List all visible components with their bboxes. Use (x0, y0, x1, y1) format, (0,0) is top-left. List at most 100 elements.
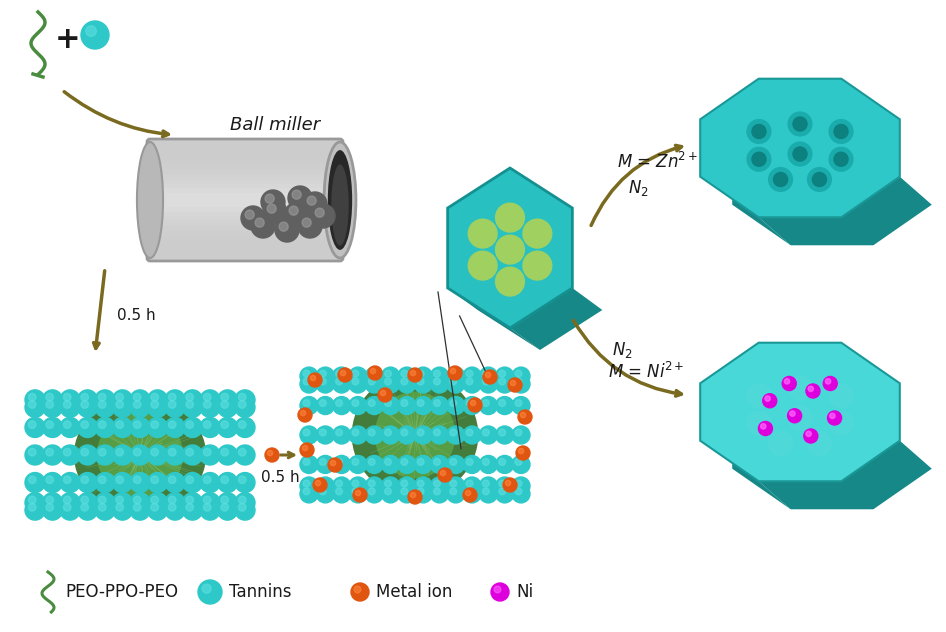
Circle shape (398, 456, 416, 473)
Circle shape (381, 485, 399, 503)
Circle shape (300, 456, 318, 473)
Circle shape (447, 375, 464, 393)
Circle shape (151, 448, 159, 456)
Circle shape (496, 456, 514, 473)
Circle shape (151, 421, 159, 428)
Circle shape (385, 480, 392, 487)
Circle shape (482, 480, 489, 487)
Circle shape (315, 480, 321, 486)
Circle shape (186, 504, 194, 511)
Circle shape (130, 500, 150, 520)
Text: 0.5 h: 0.5 h (261, 470, 299, 485)
Circle shape (466, 378, 473, 385)
Circle shape (186, 421, 194, 428)
Circle shape (300, 426, 318, 444)
Circle shape (203, 476, 211, 483)
Circle shape (78, 500, 97, 520)
Circle shape (302, 218, 311, 227)
Circle shape (385, 488, 392, 495)
Circle shape (401, 488, 408, 495)
Ellipse shape (375, 392, 455, 478)
Circle shape (482, 429, 489, 436)
Circle shape (398, 426, 416, 444)
Circle shape (46, 401, 54, 408)
Circle shape (63, 393, 71, 401)
Circle shape (333, 477, 351, 495)
Circle shape (28, 476, 36, 483)
Circle shape (341, 370, 345, 375)
Circle shape (28, 421, 36, 428)
Circle shape (203, 448, 211, 456)
Text: M = Ni$^{2+}$: M = Ni$^{2+}$ (608, 362, 684, 382)
Circle shape (512, 485, 530, 503)
Circle shape (333, 367, 351, 385)
Circle shape (464, 367, 482, 385)
Circle shape (288, 186, 312, 210)
Circle shape (414, 367, 432, 385)
Circle shape (285, 202, 309, 226)
Circle shape (63, 448, 71, 456)
Circle shape (761, 423, 766, 429)
Circle shape (788, 376, 812, 400)
Circle shape (46, 448, 54, 456)
Circle shape (385, 370, 392, 377)
Circle shape (808, 432, 832, 456)
Circle shape (808, 167, 832, 191)
Circle shape (60, 398, 80, 417)
FancyBboxPatch shape (151, 193, 339, 207)
Circle shape (496, 367, 514, 385)
Circle shape (747, 119, 771, 143)
Text: PEO-PPO-PEO: PEO-PPO-PEO (65, 583, 178, 601)
Circle shape (464, 426, 482, 444)
Circle shape (398, 375, 416, 393)
Circle shape (186, 393, 194, 401)
Circle shape (385, 429, 392, 436)
Circle shape (333, 456, 351, 473)
Circle shape (130, 418, 150, 437)
Circle shape (333, 375, 351, 393)
Circle shape (496, 267, 524, 296)
Circle shape (496, 426, 514, 444)
Circle shape (255, 218, 264, 227)
Circle shape (381, 477, 399, 495)
Circle shape (804, 429, 818, 443)
Circle shape (464, 477, 482, 495)
Circle shape (381, 426, 399, 444)
Circle shape (480, 426, 498, 444)
Circle shape (330, 460, 336, 466)
Circle shape (241, 206, 265, 230)
Circle shape (806, 431, 812, 437)
Circle shape (98, 401, 106, 408)
Circle shape (414, 396, 432, 415)
Circle shape (165, 473, 185, 492)
Circle shape (78, 445, 97, 465)
Circle shape (823, 377, 837, 391)
Circle shape (28, 496, 36, 504)
Circle shape (218, 500, 237, 520)
Circle shape (148, 390, 167, 410)
Circle shape (496, 235, 524, 264)
Circle shape (25, 390, 45, 410)
Circle shape (113, 500, 132, 520)
Circle shape (168, 421, 176, 428)
Circle shape (433, 378, 440, 385)
Circle shape (417, 458, 424, 465)
Circle shape (496, 477, 514, 495)
Circle shape (352, 458, 359, 465)
Circle shape (268, 451, 272, 456)
Circle shape (203, 393, 211, 401)
Circle shape (60, 473, 80, 492)
Circle shape (165, 390, 185, 410)
Circle shape (499, 378, 505, 385)
Circle shape (349, 396, 367, 415)
Circle shape (238, 448, 246, 456)
Circle shape (251, 214, 275, 238)
Circle shape (368, 458, 376, 465)
Circle shape (336, 480, 342, 487)
Circle shape (512, 426, 530, 444)
Circle shape (747, 147, 771, 171)
Circle shape (398, 367, 416, 385)
Circle shape (98, 448, 106, 456)
Circle shape (46, 421, 54, 428)
Circle shape (43, 418, 62, 437)
